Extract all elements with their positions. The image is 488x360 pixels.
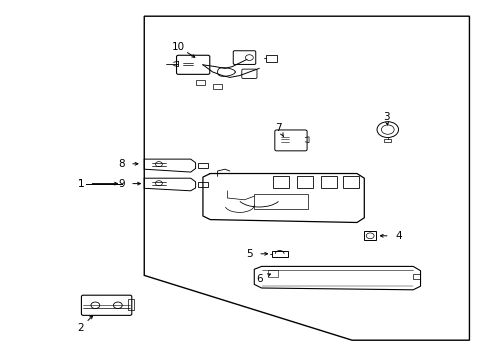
Text: 3: 3	[382, 112, 389, 122]
Text: 4: 4	[394, 231, 401, 241]
Text: 7: 7	[275, 123, 282, 133]
Bar	[198, 182, 207, 187]
Text: 5: 5	[245, 249, 252, 259]
Bar	[384, 139, 390, 142]
Text: 2: 2	[77, 323, 84, 333]
Text: 1: 1	[77, 179, 84, 189]
Text: 1: 1	[77, 179, 84, 189]
Bar	[271, 251, 287, 257]
Text: 9: 9	[118, 179, 124, 189]
Bar	[213, 84, 222, 89]
Bar	[265, 55, 276, 62]
Bar	[267, 270, 277, 277]
Text: 6: 6	[255, 274, 262, 284]
Bar	[198, 163, 207, 168]
Bar	[272, 176, 289, 188]
Bar	[296, 176, 312, 188]
Bar	[128, 299, 134, 310]
Bar	[343, 176, 358, 188]
Text: 8: 8	[118, 159, 124, 169]
Text: 10: 10	[172, 42, 184, 52]
Bar	[254, 194, 307, 209]
Bar	[196, 80, 204, 85]
Bar	[412, 274, 419, 279]
Bar	[364, 231, 375, 240]
Bar	[320, 176, 336, 188]
